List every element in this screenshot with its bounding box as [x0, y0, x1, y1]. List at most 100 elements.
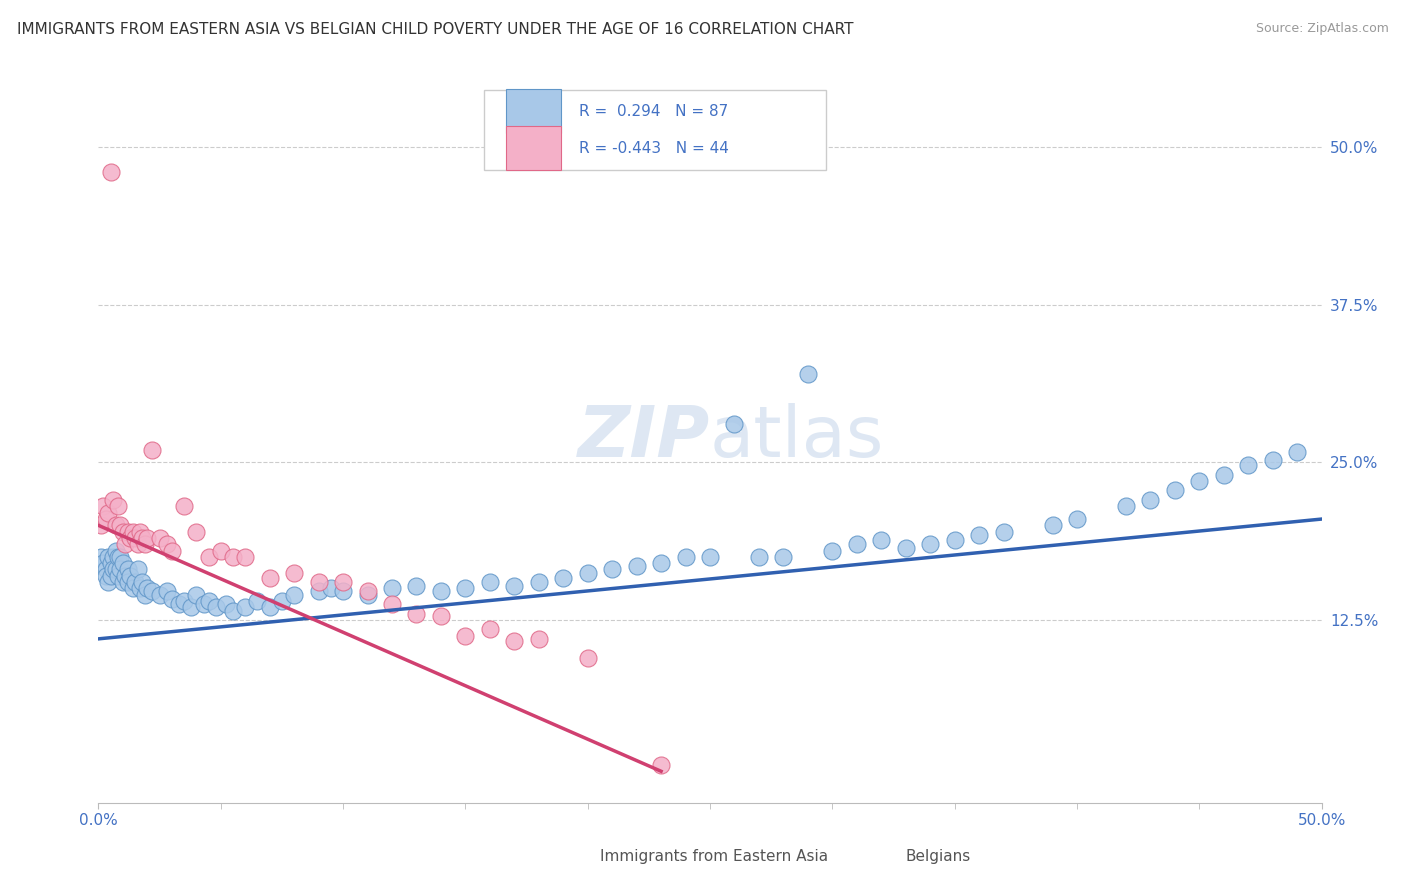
Point	[650, 758, 672, 772]
Point	[141, 442, 163, 457]
Point	[149, 588, 172, 602]
Point	[111, 524, 134, 539]
Point	[156, 537, 179, 551]
Point	[222, 604, 245, 618]
Point	[129, 524, 152, 539]
Point	[127, 562, 149, 576]
Point	[894, 541, 917, 555]
FancyBboxPatch shape	[506, 89, 561, 133]
Point	[180, 600, 202, 615]
Point	[845, 537, 868, 551]
Point	[141, 583, 163, 598]
Point	[478, 575, 501, 590]
Point	[134, 537, 156, 551]
Point	[114, 537, 136, 551]
Point	[111, 575, 134, 590]
Point	[156, 583, 179, 598]
Point	[430, 583, 453, 598]
Point	[186, 524, 208, 539]
Point	[1188, 474, 1211, 488]
Point	[91, 556, 114, 570]
Point	[246, 594, 269, 608]
Point	[94, 562, 117, 576]
Point	[308, 583, 330, 598]
Point	[90, 549, 112, 564]
Point	[136, 531, 159, 545]
Point	[110, 518, 132, 533]
Point	[97, 575, 120, 590]
Point	[127, 537, 149, 551]
Point	[107, 569, 129, 583]
Point	[600, 562, 623, 576]
Point	[723, 417, 745, 432]
Point	[149, 531, 172, 545]
Text: R = -0.443   N = 44: R = -0.443 N = 44	[579, 141, 730, 156]
Point	[233, 549, 256, 564]
Text: Source: ZipAtlas.com: Source: ZipAtlas.com	[1256, 22, 1389, 36]
Point	[121, 524, 143, 539]
Point	[527, 575, 550, 590]
Point	[259, 600, 281, 615]
Point	[405, 579, 427, 593]
Point	[100, 165, 122, 179]
Point	[356, 583, 378, 598]
Point	[101, 493, 124, 508]
Point	[129, 582, 152, 596]
FancyBboxPatch shape	[856, 846, 900, 867]
Point	[1237, 458, 1260, 472]
Point	[430, 609, 453, 624]
Point	[104, 562, 127, 576]
Point	[478, 622, 501, 636]
Point	[553, 571, 575, 585]
Point	[110, 549, 132, 564]
Point	[173, 594, 195, 608]
FancyBboxPatch shape	[484, 90, 827, 170]
Text: Belgians: Belgians	[905, 848, 972, 863]
Text: Immigrants from Eastern Asia: Immigrants from Eastern Asia	[600, 848, 828, 863]
Point	[120, 569, 142, 583]
Point	[283, 588, 305, 602]
Point	[100, 569, 122, 583]
Point	[967, 528, 990, 542]
Point	[308, 575, 330, 590]
Point	[454, 629, 477, 643]
Point	[1286, 445, 1309, 459]
Point	[205, 600, 228, 615]
Point	[110, 562, 132, 576]
Point	[94, 569, 117, 583]
Point	[821, 543, 844, 558]
Point	[675, 549, 697, 564]
Point	[993, 524, 1015, 539]
Point	[193, 597, 215, 611]
Point	[356, 588, 378, 602]
Point	[107, 500, 129, 514]
Point	[111, 556, 134, 570]
Point	[576, 566, 599, 581]
Point	[699, 549, 721, 564]
Point	[167, 597, 190, 611]
Point	[97, 549, 120, 564]
Point	[90, 518, 112, 533]
Point	[503, 634, 526, 648]
Point	[270, 594, 294, 608]
Point	[107, 549, 129, 564]
Point	[1115, 500, 1137, 514]
Point	[117, 562, 139, 576]
Point	[748, 549, 770, 564]
Point	[214, 597, 236, 611]
Point	[117, 575, 139, 590]
Point	[222, 549, 245, 564]
Point	[1042, 518, 1064, 533]
Point	[186, 588, 208, 602]
Point	[332, 583, 354, 598]
Point	[381, 582, 404, 596]
Point	[117, 524, 139, 539]
Point	[1212, 467, 1234, 482]
Point	[233, 600, 256, 615]
Point	[160, 591, 183, 606]
Point	[131, 575, 153, 590]
Point	[160, 543, 183, 558]
Point	[91, 500, 114, 514]
Point	[626, 558, 648, 573]
Point	[120, 531, 142, 545]
